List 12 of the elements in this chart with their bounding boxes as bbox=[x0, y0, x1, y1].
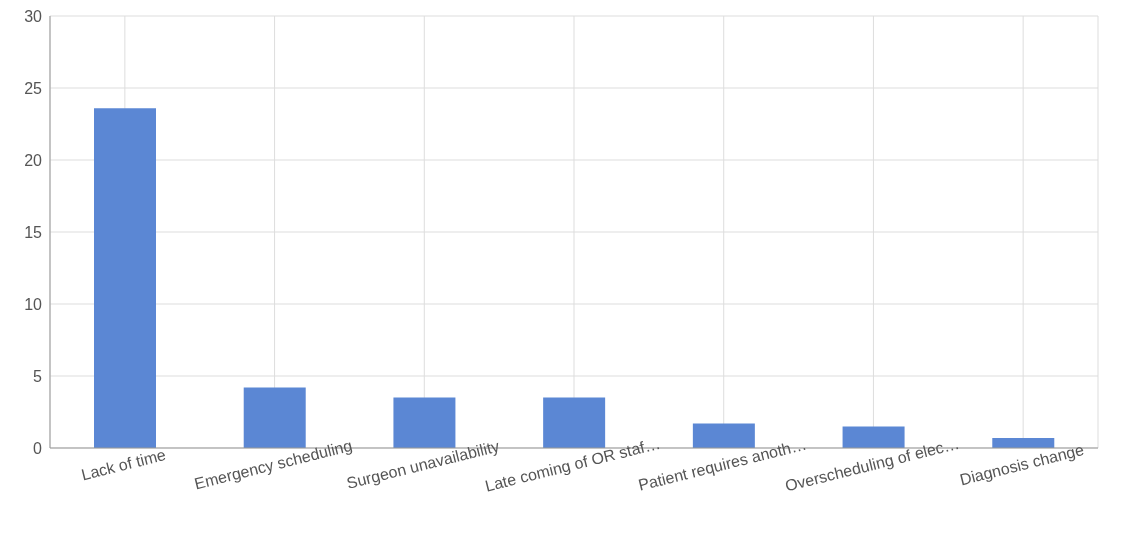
bar bbox=[842, 426, 905, 448]
x-tick-label: Lack of time bbox=[79, 445, 168, 484]
bar bbox=[94, 108, 156, 448]
y-tick-label: 5 bbox=[33, 367, 43, 385]
x-tick-label: Diagnosis change bbox=[958, 441, 1086, 489]
y-tick-label: 20 bbox=[24, 151, 43, 169]
bar bbox=[543, 397, 606, 448]
y-tick-label: 15 bbox=[24, 223, 43, 241]
y-tick-label: 0 bbox=[33, 439, 43, 457]
y-tick-label: 30 bbox=[24, 7, 43, 25]
y-tick-label: 25 bbox=[24, 79, 43, 97]
y-tick-label: 10 bbox=[24, 295, 43, 313]
